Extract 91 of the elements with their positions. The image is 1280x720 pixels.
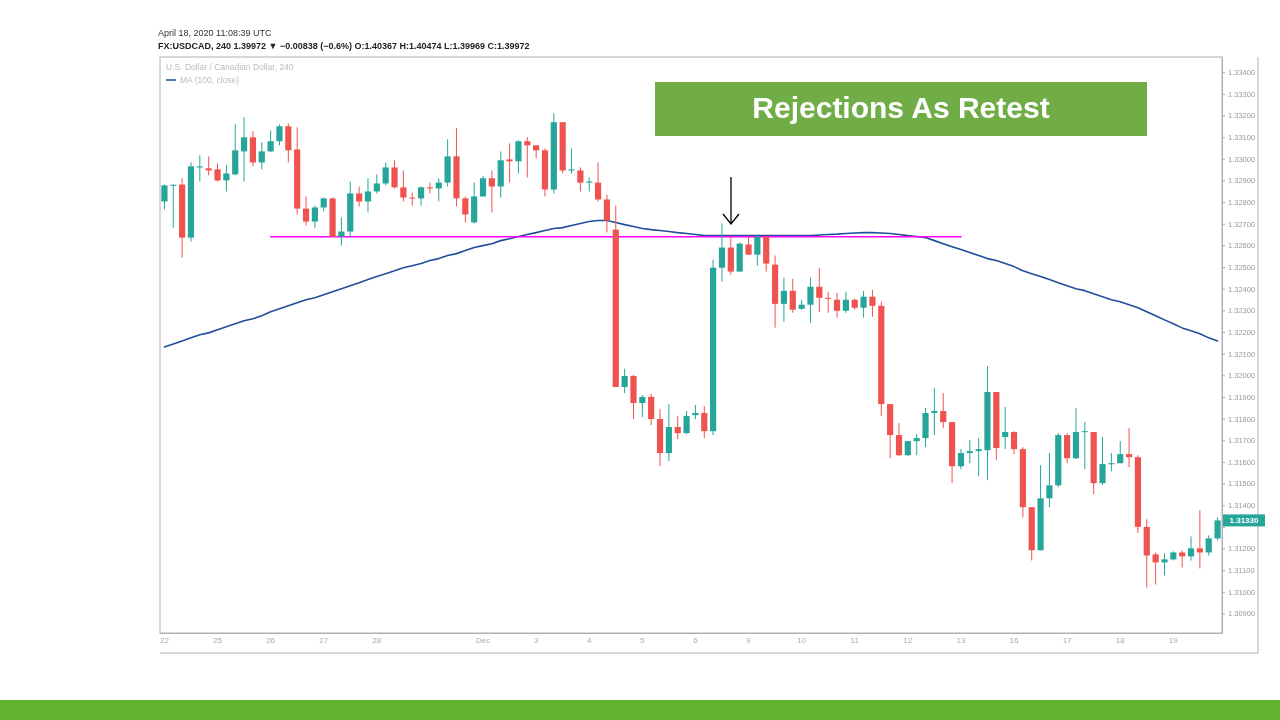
text: April 18, 2020 11:08:39 UTC <box>158 28 272 38</box>
candlestick <box>1002 406 1009 450</box>
candlestick <box>364 177 372 213</box>
candlestick <box>940 392 947 429</box>
candlestick <box>1196 509 1203 569</box>
candlestick <box>683 410 690 435</box>
candlestick <box>373 173 380 194</box>
x-tick-label: 17 <box>1062 636 1073 646</box>
candlestick <box>1046 452 1053 508</box>
candlestick <box>603 194 611 233</box>
candlestick <box>1205 534 1212 556</box>
candlestick <box>931 387 938 436</box>
candlestick <box>718 223 726 283</box>
candlestick <box>417 185 425 207</box>
x-tick-label: 4 <box>587 636 592 646</box>
candlestick <box>1064 432 1071 464</box>
candlestick <box>1152 551 1159 585</box>
x-tick-label: 28 <box>372 636 382 646</box>
candlestick <box>869 289 876 318</box>
candlestick <box>577 166 584 192</box>
candlestick <box>754 234 761 267</box>
legend-label: MA (100, close) <box>180 75 240 85</box>
candlestick <box>1161 552 1168 576</box>
candlestick <box>240 116 248 183</box>
candlestick <box>1099 436 1106 486</box>
x-tick-label: 12 <box>903 636 913 646</box>
candlestick <box>161 184 168 210</box>
x-tick-label: 5 <box>640 636 646 646</box>
x-tick-label: 13 <box>956 636 966 646</box>
text: Rejections As Retest <box>752 90 1050 124</box>
candlestick <box>409 192 416 207</box>
candlestick <box>674 415 681 440</box>
candlestick <box>338 216 345 247</box>
candlestick <box>639 394 646 418</box>
x-tick-label: 19 <box>1168 636 1179 646</box>
candlestick <box>807 277 814 324</box>
candlestick <box>568 147 575 174</box>
candlestick <box>1187 535 1195 561</box>
candlestick <box>860 290 867 319</box>
candlestick <box>267 129 274 153</box>
x-tick-label: 26 <box>266 636 276 646</box>
annotation: U.S. Dollar / Canadian Dollar, 240 <box>166 62 294 72</box>
candlestick <box>488 169 495 213</box>
candlestick <box>780 277 788 323</box>
x-tick-label: 3 <box>533 636 539 646</box>
candlestick <box>648 393 655 426</box>
candlestick <box>1125 427 1133 468</box>
text: 1.31330 <box>1229 515 1260 525</box>
candlestick <box>223 164 230 192</box>
x-tick-label: 27 <box>319 636 329 646</box>
candlestick <box>816 267 823 313</box>
candlestick <box>533 144 540 159</box>
candlestick <box>957 448 965 470</box>
candlestick <box>515 139 522 174</box>
candlestick <box>506 142 513 184</box>
candlestick <box>833 292 841 319</box>
x-tick-label: 10 <box>797 636 807 646</box>
x-tick-label: 18 <box>1115 636 1126 646</box>
candlestick <box>311 205 318 229</box>
candlestick <box>462 195 469 223</box>
candlestick <box>825 291 832 314</box>
candlestick <box>975 437 982 477</box>
candlestick <box>205 155 212 176</box>
candlestick <box>258 141 265 170</box>
x-tick-label: 6 <box>693 636 699 646</box>
candlestick <box>1010 430 1018 455</box>
x-tick-label: 16 <box>1009 636 1020 646</box>
x-tick-label: 25 <box>213 636 223 646</box>
x-tick-label: 9 <box>746 636 752 646</box>
candlestick <box>966 439 973 464</box>
candlestick <box>356 185 363 207</box>
x-tick-label: 11 <box>850 636 860 646</box>
x-tick-label: Dec <box>475 636 491 646</box>
candlestick <box>302 195 310 226</box>
candlestick <box>391 159 398 189</box>
candlestick <box>214 162 221 183</box>
candlestick <box>842 291 849 314</box>
x-tick-label: 22 <box>159 636 170 646</box>
candlestick <box>789 278 796 314</box>
candlestick <box>276 123 283 146</box>
candlestick <box>1081 421 1088 470</box>
candlestick <box>621 368 628 394</box>
candlestick <box>913 433 920 456</box>
candlestick <box>895 422 903 457</box>
candlestick <box>400 169 407 202</box>
candlestick <box>382 161 389 186</box>
candlestick <box>594 161 602 202</box>
candlestick <box>524 136 531 178</box>
candlestick <box>701 405 708 439</box>
candlestick <box>1108 452 1115 472</box>
chart-subtitle: FX:USDCAD, 240 1.39972 ▼ −0.00838 (−0.6%) O:1.40367 H:1.40474 L:1.39969 C:1.39972 <box>158 41 530 51</box>
